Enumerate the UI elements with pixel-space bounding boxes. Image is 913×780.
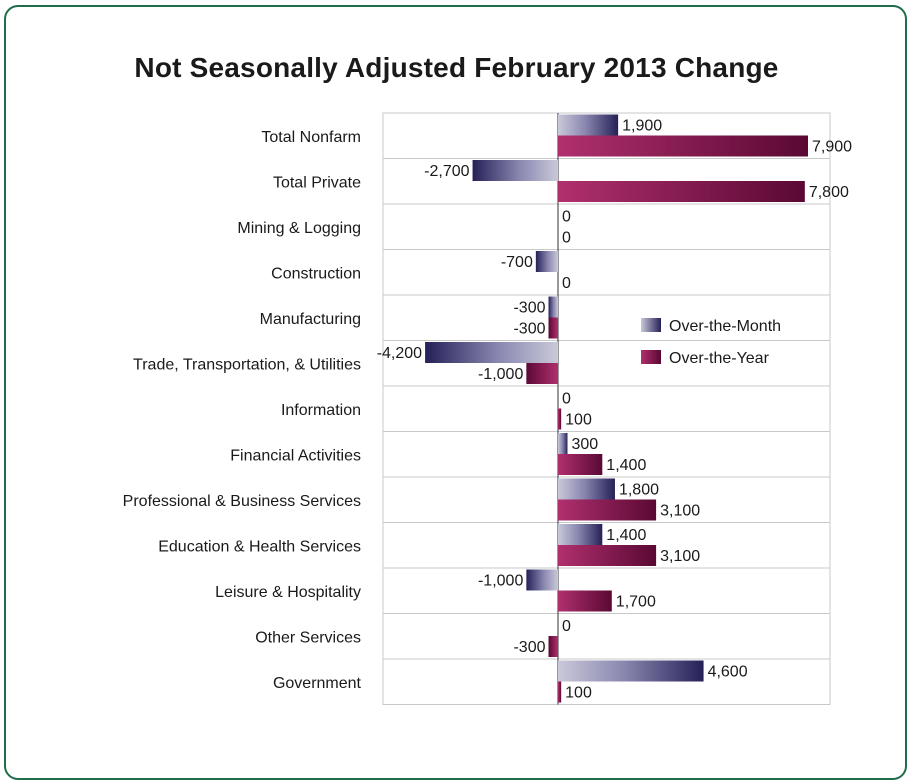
legend-swatch-over-the-year	[641, 350, 661, 364]
data-label: -300	[513, 639, 545, 656]
bar-over-the-year	[558, 408, 562, 430]
legend-label-over-the-month: Over-the-Month	[669, 318, 781, 335]
data-label: -2,700	[424, 163, 469, 180]
bar-over-the-month	[548, 296, 558, 318]
data-label: 7,800	[809, 184, 849, 201]
bar-over-the-year	[548, 636, 558, 657]
category-label: Construction	[271, 265, 361, 282]
bar-over-the-year	[558, 590, 612, 612]
bar-over-the-year	[558, 135, 808, 157]
category-label: Total Nonfarm	[261, 129, 361, 146]
category-label: Manufacturing	[260, 311, 361, 328]
bar-over-the-year	[558, 681, 562, 703]
data-label: 300	[571, 436, 598, 453]
data-label: -1,000	[478, 573, 523, 590]
category-label: Government	[273, 675, 362, 692]
data-label: 1,400	[606, 527, 646, 544]
bar-over-the-year	[558, 181, 805, 202]
data-label: -700	[501, 254, 533, 271]
bar-chart: 1,900 7,900 -2,700 7,800 0 0 -700 0 -300 -300 -4,2…	[123, 112, 852, 705]
bar-over-the-year	[558, 499, 657, 521]
category-label: Professional & Business Services	[123, 493, 361, 510]
bar-over-the-month	[526, 569, 558, 591]
bar-over-the-month	[558, 524, 603, 545]
data-label: 0	[562, 618, 571, 635]
category-label: Leisure & Hospitality	[215, 584, 361, 601]
category-label: Other Services	[255, 629, 361, 646]
bars	[425, 114, 808, 703]
data-label: 0	[562, 275, 571, 292]
data-label: 0	[562, 230, 571, 247]
bar-over-the-month	[558, 433, 568, 454]
bar-over-the-month	[535, 251, 558, 272]
data-label: 1,700	[616, 594, 656, 611]
data-label: 1,900	[622, 118, 662, 135]
data-label: 3,100	[660, 548, 700, 565]
data-label: 0	[562, 391, 571, 408]
category-labels: Total Nonfarm Total Private Mining & Loggi…	[123, 129, 362, 692]
data-label: 4,600	[708, 664, 748, 681]
legend: Over-the-Month Over-the-Year	[641, 318, 781, 367]
data-label: -300	[513, 300, 545, 317]
category-label: Mining & Logging	[237, 220, 361, 237]
data-label: 1,400	[606, 457, 646, 474]
category-label: Education & Health Services	[158, 538, 361, 555]
data-label: 1,800	[619, 482, 659, 499]
bar-over-the-month	[558, 660, 704, 682]
category-label: Trade, Transportation, & Utilities	[133, 356, 361, 373]
bar-over-the-month	[558, 114, 619, 136]
category-label: Information	[281, 402, 361, 419]
legend-label-over-the-year: Over-the-Year	[669, 350, 770, 367]
data-label: 0	[562, 209, 571, 226]
chart-frame	[4, 5, 907, 780]
chart-title: Not Seasonally Adjusted February 2013 Ch…	[134, 52, 779, 83]
data-label: 100	[565, 412, 592, 429]
bar-over-the-year	[548, 317, 558, 339]
data-label: 100	[565, 685, 592, 702]
plot-area	[382, 112, 831, 705]
bar-over-the-year	[526, 363, 558, 384]
value-labels: 1,900 7,900 -2,700 7,800 0 0 -700 0 -300 -300 -4,2…	[377, 118, 852, 702]
bar-over-the-month	[558, 478, 615, 500]
category-label: Total Private	[273, 174, 361, 191]
data-label: -1,000	[478, 366, 523, 383]
data-label: -4,200	[377, 345, 422, 362]
data-label: -300	[513, 321, 545, 338]
bar-over-the-month	[472, 160, 558, 181]
bar-over-the-month	[425, 342, 558, 363]
bar-over-the-year	[558, 454, 603, 475]
legend-swatch-over-the-month	[641, 318, 661, 332]
category-label: Financial Activities	[230, 447, 361, 464]
data-label: 7,900	[812, 139, 852, 156]
data-label: 3,100	[660, 503, 700, 520]
bar-over-the-year	[558, 545, 657, 566]
